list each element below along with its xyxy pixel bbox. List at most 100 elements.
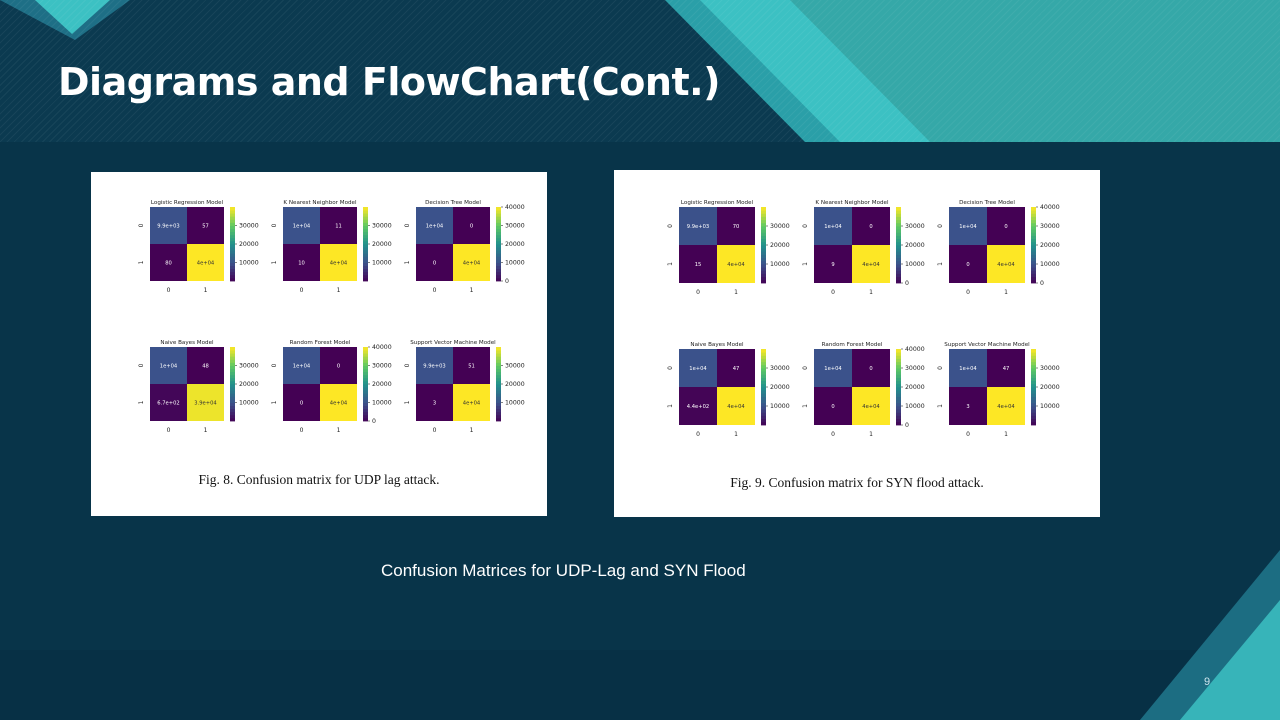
colorbar-segment — [1031, 412, 1036, 416]
heatmap-cell-label: 3 — [433, 401, 436, 407]
colorbar-segment — [496, 225, 501, 229]
colorbar-segment — [496, 353, 501, 357]
colorbar-segment — [363, 222, 368, 226]
colorbar-segment — [496, 219, 501, 223]
colorbar-segment — [896, 358, 901, 363]
colorbar-segment — [1031, 415, 1036, 420]
header-band: Diagrams and FlowChart(Cont.) — [0, 0, 1280, 142]
heatmap-cell-label: 4e+04 — [997, 404, 1015, 410]
colorbar-segment — [896, 276, 901, 281]
colorbar-segment — [363, 253, 368, 257]
colorbar-segment — [496, 399, 501, 403]
heatmap-cell — [453, 244, 490, 281]
heatmap-cell — [987, 349, 1025, 387]
colorbar-segment — [496, 244, 501, 248]
colorbar-segment — [230, 377, 235, 382]
colorbar-segment — [363, 265, 368, 270]
confusion-matrix-grid-udp: Logistic Regression Model 9.9e+03 57 80 4e+0… — [138, 200, 525, 434]
colorbar-segment — [896, 241, 901, 246]
colorbar-segment — [363, 347, 368, 351]
colorbar-segment — [761, 245, 766, 249]
colorbar-segment — [496, 240, 501, 245]
colorbar-segment — [363, 374, 368, 379]
colorbar-segment — [896, 279, 901, 284]
colorbar-segment — [1031, 219, 1036, 224]
colorbar-segment — [1031, 260, 1036, 265]
colorbar-segment — [761, 358, 766, 363]
heatmap-cell — [987, 207, 1025, 245]
heatmap-cell — [679, 245, 717, 283]
colorbar-tick-label: 20000 — [239, 241, 259, 248]
colorbar-segment — [496, 411, 501, 416]
colorbar-segment — [496, 216, 501, 220]
heatmap-cell-label: 9.9e+03 — [157, 224, 179, 230]
colorbar-segment — [496, 417, 501, 422]
heatmap-cell-label: 4e+04 — [727, 404, 745, 410]
heatmap-cell-label: 4e+04 — [862, 404, 880, 410]
heatmap-cell-label: 1e+04 — [426, 224, 444, 230]
colorbar-tick-label: 20000 — [770, 242, 790, 249]
y-tick-label: 1 — [271, 400, 278, 404]
heatmap-cell-label: 48 — [202, 364, 209, 370]
colorbar-tick-label: 20000 — [372, 241, 392, 248]
colorbar-segment — [761, 383, 766, 388]
heatmap-cell-label: 15 — [695, 262, 702, 268]
colorbar-segment — [761, 238, 766, 243]
colorbar-segment — [363, 380, 368, 385]
colorbar-segment — [896, 412, 901, 416]
colorbar-segment — [230, 371, 235, 376]
colorbar-segment — [761, 254, 766, 259]
heatmap-cell — [283, 384, 320, 421]
heatmap-cell — [717, 207, 755, 245]
x-tick-label: 1 — [734, 289, 738, 296]
heatmap-cell — [453, 347, 490, 384]
colorbar-segment — [1031, 241, 1036, 246]
x-tick-label: 0 — [167, 427, 171, 434]
heatmap-cell — [320, 244, 357, 281]
colorbar-segment — [761, 257, 766, 262]
colorbar-segment — [896, 260, 901, 265]
colorbar-segment — [1031, 396, 1036, 401]
colorbar-segment — [896, 210, 901, 214]
colorbar-segment — [896, 226, 901, 230]
x-tick-label: 0 — [831, 431, 835, 438]
colorbar-segment — [761, 349, 766, 353]
colorbar-segment — [363, 350, 368, 354]
colorbar-segment — [230, 408, 235, 413]
colorbar-segment — [1031, 229, 1036, 233]
heatmap-cell-label: 4e+04 — [197, 261, 215, 267]
colorbar-segment — [1031, 245, 1036, 249]
colorbar-segment — [1031, 248, 1036, 252]
colorbar-segment — [896, 387, 901, 391]
colorbar-tick-label: 30000 — [372, 223, 392, 230]
x-tick-label: 1 — [1004, 431, 1008, 438]
heatmap-cell-label: 4e+04 — [997, 262, 1015, 268]
colorbar-segment — [230, 210, 235, 214]
heatmap-cell — [852, 349, 890, 387]
colorbar-segment — [230, 225, 235, 229]
heatmap-cell — [814, 349, 852, 387]
heatmap-title: Random Forest Model — [290, 340, 351, 346]
colorbar-segment — [363, 231, 368, 236]
colorbar-segment — [761, 226, 766, 230]
slide-title: Diagrams and FlowChart(Cont.) — [58, 60, 720, 104]
heatmap-cell-label: 9 — [831, 262, 834, 268]
colorbar-tick-label: 0 — [372, 418, 376, 425]
colorbar-segment — [363, 377, 368, 382]
colorbar-segment — [363, 371, 368, 376]
colorbar-segment — [1031, 273, 1036, 278]
x-tick-label: 1 — [337, 427, 341, 434]
heatmap-cell — [717, 245, 755, 283]
heatmap-cell-label: 0 — [966, 262, 969, 268]
colorbar-segment — [896, 216, 901, 221]
colorbar-segment — [496, 213, 501, 217]
colorbar-segment — [496, 380, 501, 385]
heatmap-cell — [320, 384, 357, 421]
colorbar-segment — [496, 347, 501, 351]
y-tick-label: 0 — [404, 363, 411, 367]
colorbar-segment — [761, 374, 766, 378]
colorbar-segment — [1031, 358, 1036, 363]
x-tick-label: 1 — [337, 287, 341, 294]
heatmap-cell-label: 0 — [869, 224, 872, 230]
colorbar-segment — [1031, 421, 1036, 426]
